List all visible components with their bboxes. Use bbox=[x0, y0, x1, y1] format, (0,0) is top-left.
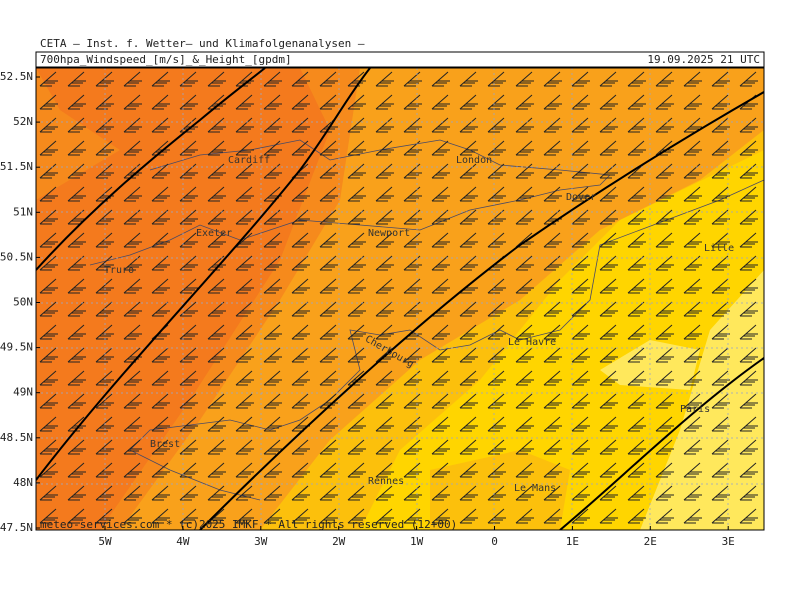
grid bbox=[36, 68, 764, 530]
field: Cardiff London Dover Exeter Newport Trur… bbox=[36, 68, 764, 530]
place-label: Cardiff bbox=[228, 155, 270, 166]
lat-label: 48N bbox=[13, 476, 33, 489]
wind-barbs bbox=[36, 68, 764, 530]
lat-label: 52.5N bbox=[0, 70, 33, 83]
lon-label: 1W bbox=[410, 535, 424, 548]
lon-label: 0 bbox=[491, 535, 498, 548]
place-label: Dover bbox=[566, 192, 596, 203]
place-label: Paris bbox=[680, 404, 710, 415]
lat-label: 49N bbox=[13, 386, 33, 399]
place-label: Le Havre bbox=[508, 337, 556, 348]
place-label: Brest bbox=[150, 439, 180, 450]
lat-label: 51.5N bbox=[0, 160, 33, 173]
place-label: Le Mans bbox=[514, 483, 556, 494]
map-subtitle: 700hpa_Windspeed_[m/s]_&_Height_[gpdm] bbox=[40, 53, 292, 66]
lon-label: 5W bbox=[98, 535, 112, 548]
height-contours bbox=[36, 68, 764, 530]
lat-label: 50N bbox=[13, 296, 33, 309]
map-title: CETA — Inst. f. Wetter— und Klimafolgena… bbox=[40, 37, 365, 50]
lon-label: 3E bbox=[722, 535, 735, 548]
lat-label: 47.5N bbox=[0, 521, 33, 534]
place-label: Lille bbox=[704, 243, 734, 254]
footer: meteo-services.com * (c)2025 IMKF * All … bbox=[40, 518, 457, 531]
header-box bbox=[35, 51, 765, 68]
place-label: London bbox=[456, 155, 492, 166]
lon-label: 3W bbox=[254, 535, 268, 548]
place-label: Truro bbox=[104, 265, 134, 276]
place-label: Rennes bbox=[368, 476, 404, 487]
lon-label: 2E bbox=[644, 535, 657, 548]
plot-frame bbox=[35, 67, 765, 531]
lon-label: 2W bbox=[332, 535, 346, 548]
lat-label: 50.5N bbox=[0, 250, 33, 263]
lat-label: 48.5N bbox=[0, 431, 33, 444]
place-label: Newport bbox=[368, 228, 410, 239]
lat-label: 51N bbox=[13, 205, 33, 218]
axes: 52.5N 52N 51.5N 51N 50.5N 50N 49.5N 49N 48.5N 48N… bbox=[0, 70, 735, 548]
lat-label: 49.5N bbox=[0, 341, 33, 354]
lon-label: 1E bbox=[566, 535, 579, 548]
valid-time: 19.09.2025 21 UTC bbox=[647, 53, 760, 66]
place-label: Exeter bbox=[196, 228, 232, 239]
lat-label: 52N bbox=[13, 115, 33, 128]
lon-label: 4W bbox=[176, 535, 190, 548]
